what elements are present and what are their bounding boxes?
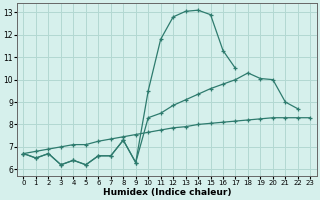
X-axis label: Humidex (Indice chaleur): Humidex (Indice chaleur): [103, 188, 231, 197]
